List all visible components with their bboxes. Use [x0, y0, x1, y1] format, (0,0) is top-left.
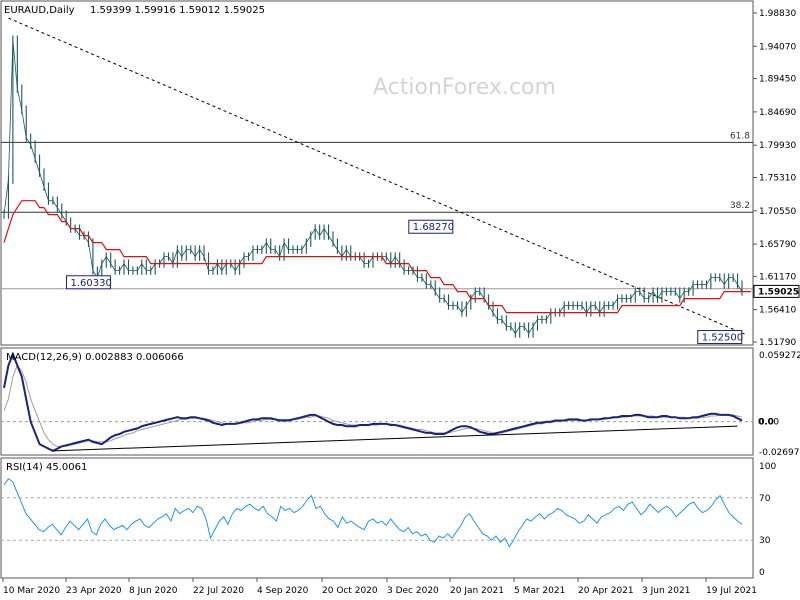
price-annotation-box — [697, 330, 743, 345]
macd-tick-label: 0.00 — [759, 418, 779, 428]
x-tick-label: 20 Oct 2020 — [322, 586, 378, 596]
rsi-label: RSI(14) 45.0061 — [6, 462, 87, 473]
macd-line — [3, 351, 743, 453]
x-tick-label: 5 Mar 2021 — [514, 586, 565, 596]
x-tick-label: 19 Jul 2021 — [706, 586, 757, 596]
x-axis-labels: 10 Mar 2020 23 Apr 2020 8 Jun 2020 22 Jul 2… — [2, 578, 757, 596]
x-tick-label: 3 Jun 2021 — [642, 586, 690, 596]
symbol-label: EURAUD,Daily — [4, 5, 75, 16]
rsi-tick-label: 30 — [759, 536, 771, 546]
rsi-line — [3, 477, 743, 548]
last-price-label: 1.59025 — [758, 287, 799, 297]
fib-level-label: 61.8 — [730, 131, 750, 141]
macd-tick-label: 0.059272 — [759, 351, 800, 361]
price-tick-label: 1.75310 — [759, 174, 796, 184]
macd-label: MACD(12,26,9) 0.002883 0.006066 — [6, 352, 184, 363]
price-annotation-box — [65, 275, 111, 290]
price-tick-label: 1.56410 — [759, 306, 796, 316]
moving-average-line — [3, 200, 751, 314]
rsi-series-group: 100 70 30 0 — [1, 462, 776, 578]
price-tick-label: 1.61170 — [759, 272, 796, 282]
price-annotation-label: 1.68270 — [413, 222, 454, 233]
rsi-tick-label: 100 — [759, 462, 776, 472]
price-annotation-label: 1.60330 — [70, 278, 111, 289]
x-tick-label: 22 Jul 2020 — [193, 586, 244, 596]
x-tick-label: 23 Apr 2020 — [66, 586, 122, 596]
price-tick-label: 1.89450 — [759, 75, 796, 85]
price-tick-label: 1.98830 — [759, 9, 796, 19]
macd-trendline — [52, 425, 738, 452]
macd-series-group: 0.059272 0.00 -0.026978 0.0 — [1, 351, 800, 458]
price-axis-labels: 1.98830 1.94070 1.89450 1.84690 1.79930 1.753… — [753, 9, 800, 348]
rsi-panel-frame — [0, 457, 754, 579]
x-tick-label: 8 Jun 2020 — [129, 586, 178, 596]
price-tick-label: 1.70550 — [759, 207, 796, 217]
x-tick-label: 20 Jan 2021 — [450, 586, 504, 596]
x-tick-label: 10 Mar 2020 — [3, 586, 60, 596]
price-tick-label: 1.51790 — [759, 338, 796, 348]
macd-marker-label: 0.0 — [758, 418, 774, 428]
price-panel-frame — [0, 0, 754, 346]
price-tick-label: 1.94070 — [759, 42, 796, 52]
trendline — [8, 17, 747, 336]
x-tick-label: 20 Apr 2021 — [578, 586, 634, 596]
rsi-tick-label: 70 — [759, 494, 771, 504]
price-tick-label: 1.84690 — [759, 108, 796, 118]
macd-panel-frame — [0, 347, 754, 456]
price-reference-lines: 61.8 38.2 — [1, 17, 753, 336]
price-tick-label: 1.79930 — [759, 141, 796, 151]
price-tick-label: 1.65790 — [759, 240, 796, 250]
x-tick-label: 4 Sep 2020 — [257, 586, 309, 596]
last-price-box — [753, 284, 800, 298]
ohlc-label: 1.59399 1.59916 1.59012 1.59025 — [90, 5, 265, 16]
watermark: ActionForex.com — [373, 75, 556, 100]
price-annotation-box — [408, 219, 454, 234]
fib-level-label: 38.2 — [730, 201, 750, 211]
price-annotation-label: 1.52500 — [702, 333, 743, 344]
rsi-tick-label: 0 — [759, 568, 765, 578]
x-tick-label: 3 Dec 2020 — [387, 586, 439, 596]
macd-tick-label: -0.026978 — [759, 448, 800, 458]
price-series-group — [3, 35, 751, 338]
